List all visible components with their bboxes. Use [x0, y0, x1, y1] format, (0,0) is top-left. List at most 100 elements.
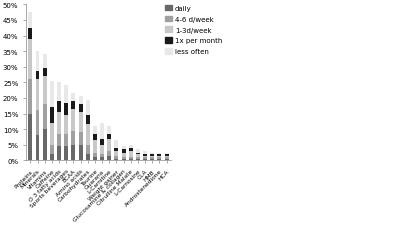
Bar — [114, 148, 118, 151]
Bar — [143, 158, 147, 159]
Bar — [143, 151, 147, 155]
Bar — [57, 112, 61, 134]
Bar — [71, 109, 75, 131]
Bar — [86, 155, 90, 161]
Bar — [64, 86, 68, 103]
Bar — [100, 139, 104, 145]
Bar — [136, 150, 140, 153]
Bar — [50, 155, 54, 161]
Bar — [57, 134, 61, 147]
Bar — [150, 159, 154, 161]
Bar — [150, 156, 154, 157]
Bar — [143, 155, 147, 156]
Bar — [158, 155, 161, 156]
Bar — [129, 148, 133, 151]
Bar — [43, 69, 47, 77]
Bar — [71, 102, 75, 109]
Bar — [93, 134, 97, 140]
Bar — [100, 158, 104, 161]
Bar — [165, 159, 168, 161]
Bar — [100, 155, 104, 158]
Bar — [143, 156, 147, 157]
Bar — [114, 156, 118, 159]
Bar — [129, 158, 133, 159]
Bar — [114, 159, 118, 161]
Bar — [158, 156, 161, 157]
Bar — [64, 103, 68, 116]
Bar — [36, 111, 40, 136]
Bar — [64, 116, 68, 134]
Bar — [158, 158, 161, 159]
Bar — [50, 81, 54, 108]
Bar — [158, 159, 161, 161]
Bar — [64, 147, 68, 161]
Bar — [150, 155, 154, 156]
Bar — [36, 136, 40, 161]
Bar — [36, 80, 40, 111]
Bar — [78, 97, 82, 105]
Bar — [136, 159, 140, 161]
Bar — [28, 29, 32, 39]
Bar — [93, 126, 97, 134]
Bar — [57, 102, 61, 112]
Bar — [107, 134, 111, 139]
Bar — [114, 140, 118, 148]
Bar — [28, 13, 32, 29]
Bar — [114, 151, 118, 156]
Bar — [71, 94, 75, 102]
Bar — [100, 123, 104, 139]
Bar — [122, 158, 126, 159]
Bar — [64, 134, 68, 147]
Bar — [78, 105, 82, 112]
Bar — [129, 159, 133, 161]
Bar — [150, 158, 154, 159]
Bar — [129, 151, 133, 158]
Bar — [71, 131, 75, 145]
Bar — [86, 145, 90, 155]
Bar — [78, 133, 82, 145]
Legend: daily, 4-6 d/week, 1-3d/week, 1x per month, less often: daily, 4-6 d/week, 1-3d/week, 1x per mon… — [165, 6, 222, 55]
Bar — [57, 147, 61, 161]
Bar — [122, 150, 126, 153]
Bar — [122, 159, 126, 161]
Bar — [43, 77, 47, 105]
Bar — [165, 155, 168, 156]
Bar — [107, 156, 111, 161]
Bar — [129, 145, 133, 148]
Bar — [50, 145, 54, 155]
Bar — [107, 151, 111, 156]
Bar — [165, 156, 168, 157]
Bar — [36, 52, 40, 72]
Bar — [71, 145, 75, 161]
Bar — [136, 155, 140, 158]
Bar — [36, 72, 40, 80]
Bar — [122, 153, 126, 157]
Bar — [93, 153, 97, 157]
Bar — [28, 114, 32, 161]
Bar — [86, 100, 90, 116]
Bar — [28, 80, 32, 114]
Bar — [158, 153, 161, 155]
Bar — [136, 153, 140, 155]
Bar — [165, 153, 168, 155]
Bar — [43, 105, 47, 130]
Bar — [143, 159, 147, 161]
Bar — [136, 158, 140, 159]
Bar — [93, 158, 97, 161]
Bar — [43, 55, 47, 69]
Bar — [50, 108, 54, 123]
Bar — [100, 145, 104, 155]
Bar — [93, 140, 97, 153]
Bar — [86, 116, 90, 125]
Bar — [57, 83, 61, 102]
Bar — [50, 123, 54, 145]
Bar — [78, 145, 82, 161]
Bar — [107, 139, 111, 151]
Bar — [150, 153, 154, 155]
Bar — [28, 39, 32, 80]
Bar — [78, 112, 82, 133]
Bar — [43, 130, 47, 161]
Bar — [107, 126, 111, 134]
Bar — [165, 158, 168, 159]
Bar — [122, 147, 126, 150]
